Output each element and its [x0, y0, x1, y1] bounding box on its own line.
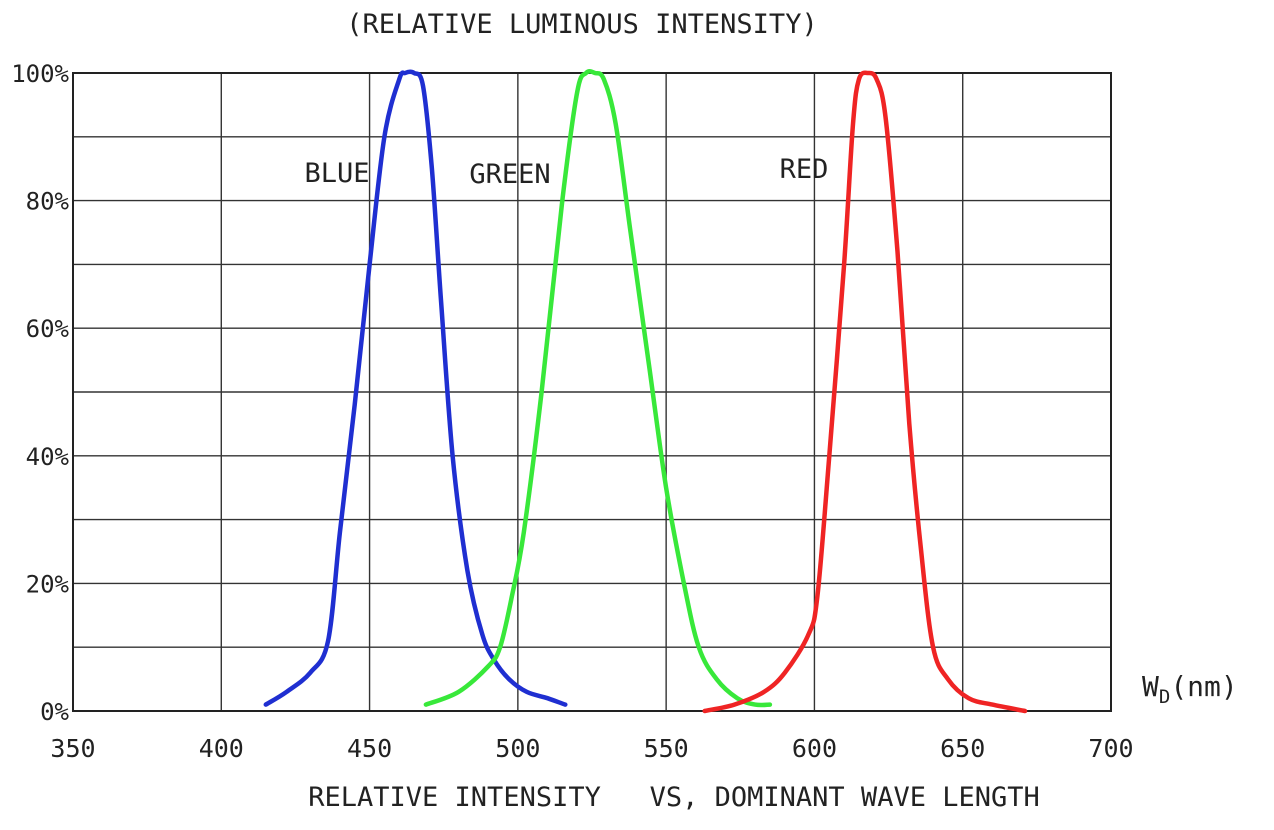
y-tick-label: 40%: [26, 443, 70, 471]
y-tick-label: 0%: [40, 698, 69, 726]
x-axis-label-unit: (nm): [1170, 670, 1237, 703]
chart-caption: RELATIVE INTENSITY VS, DOMINANT WAVE LEN…: [308, 782, 1040, 813]
y-tick-label: 100%: [11, 60, 69, 88]
series-label-green: GREEN: [469, 159, 550, 190]
series-line-green: [423, 69, 773, 708]
x-tick-label: 400: [199, 734, 244, 763]
x-tick-label: 550: [644, 734, 689, 763]
tick-labels: 350 400 450 500 550 600 650 700 0% 20% 40% 60% 80% 10…: [11, 60, 1133, 763]
series-labels: BLUE GREEN RED: [304, 154, 828, 190]
x-tick-label: 600: [792, 734, 837, 763]
series-label-red: RED: [780, 154, 829, 185]
x-tick-label: 700: [1088, 734, 1133, 763]
y-tick-label: 20%: [26, 570, 70, 598]
series-label-blue: BLUE: [304, 158, 369, 189]
grid-lines: [73, 73, 1111, 711]
series-line-red: [702, 70, 1028, 714]
x-tick-label: 650: [940, 734, 985, 763]
y-tick-label: 80%: [26, 188, 70, 216]
x-axis-label-main: W: [1142, 670, 1159, 703]
svg-text:WD(nm): WD(nm): [1142, 670, 1238, 708]
x-axis-label: WD(nm): [1142, 670, 1238, 708]
x-axis-label-subscript: D: [1159, 686, 1170, 708]
x-tick-label: 350: [50, 734, 95, 763]
x-tick-label: 450: [347, 734, 392, 763]
y-tick-label: 60%: [26, 315, 70, 343]
chart-title: (RELATIVE LUMINOUS INTENSITY): [346, 9, 817, 40]
x-tick-label: 500: [495, 734, 540, 763]
data-curves: [263, 69, 1028, 714]
